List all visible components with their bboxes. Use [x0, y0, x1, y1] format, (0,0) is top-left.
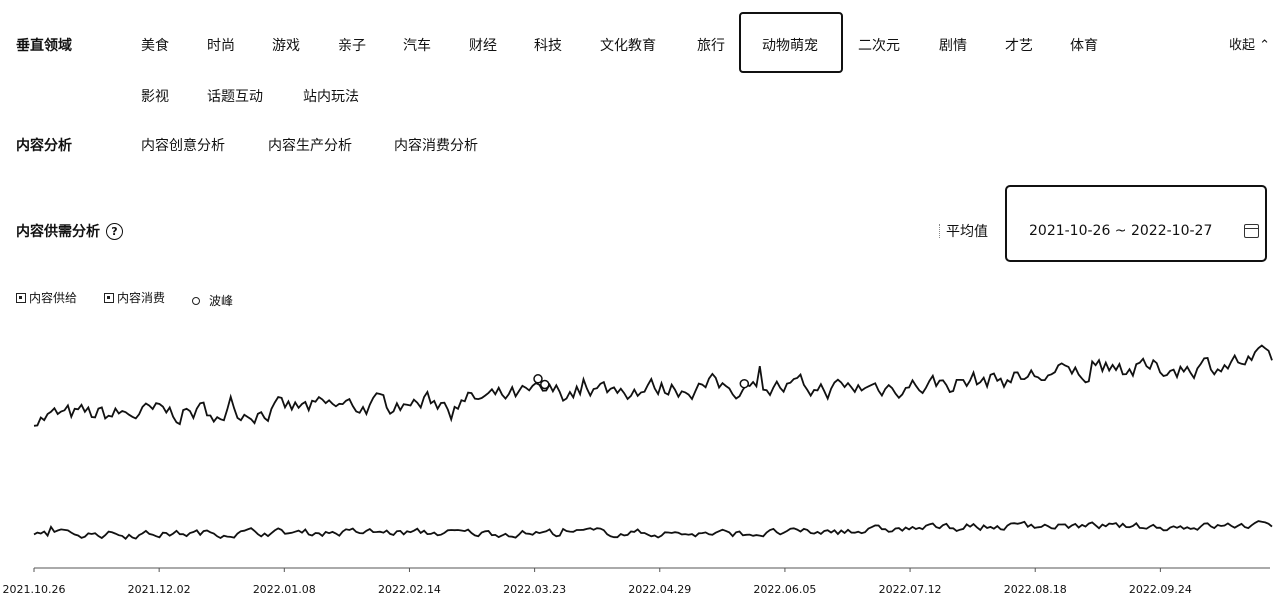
consumption-series-line: [33, 520, 1273, 540]
category-item[interactable]: 剧情: [939, 38, 967, 54]
supply-demand-chart: 2021.10.26 2021.12.02 2022.01.08 2022.02.14…: [3, 344, 1273, 596]
category-item[interactable]: 站内玩法: [303, 89, 359, 105]
average-toggle[interactable]: 平均值: [930, 221, 988, 241]
category-item[interactable]: 时尚: [207, 38, 235, 54]
section-title-text: 内容供需分析: [16, 224, 100, 240]
legend-supply[interactable]: 内容供给: [16, 289, 77, 306]
x-tick-label: 2022.03.23: [503, 583, 566, 596]
category-item[interactable]: 游戏: [272, 38, 300, 54]
category-item[interactable]: 动物萌宠: [762, 38, 818, 54]
category-item[interactable]: 财经: [469, 38, 497, 54]
legend-consumption-label: 内容消费: [117, 291, 166, 305]
x-tick-label: 2022.02.14: [378, 583, 441, 596]
date-range-picker[interactable]: 2021-10-26 ~ 2022-10-27: [1005, 185, 1267, 262]
tab-content-creative-analysis[interactable]: 内容创意分析: [141, 138, 225, 154]
peak-marker[interactable]: [533, 374, 543, 384]
category-item[interactable]: 二次元: [858, 38, 900, 54]
x-tick-label: 2022.04.29: [628, 583, 691, 596]
x-tick-label: 2022.07.12: [879, 583, 942, 596]
section-title: 内容供需分析 ?: [16, 221, 123, 241]
question-circle-icon[interactable]: ?: [106, 222, 123, 240]
legend-consumption-icon: [104, 292, 114, 303]
legend-peak[interactable]: 波峰: [192, 292, 233, 309]
category-item[interactable]: 科技: [534, 38, 562, 54]
category-item[interactable]: 影视: [141, 89, 169, 105]
x-tick-label: 2022.08.18: [1004, 583, 1067, 596]
selected-category-highlight: [739, 12, 843, 73]
category-item[interactable]: 文化教育: [600, 38, 656, 54]
tab-content-production-analysis[interactable]: 内容生产分析: [268, 138, 352, 154]
category-item[interactable]: 体育: [1070, 38, 1098, 54]
tab-content-consumption-analysis[interactable]: 内容消费分析: [394, 138, 478, 154]
calendar-icon[interactable]: [1244, 224, 1259, 238]
vertical-domain-label: 垂直领域: [16, 38, 72, 54]
x-tick-label: 2022.06.05: [753, 583, 816, 596]
peak-marker[interactable]: [540, 379, 550, 390]
legend-peak-label: 波峰: [209, 294, 234, 308]
peak-marker[interactable]: [739, 378, 750, 389]
legend-supply-icon: [16, 292, 26, 303]
legend-peak-icon: [192, 296, 200, 305]
x-tick-label: 2021.10.26: [3, 583, 66, 596]
legend-supply-label: 内容供给: [29, 291, 78, 305]
date-range-text: 2021-10-26 ~ 2022-10-27: [1029, 223, 1213, 239]
average-label: 平均值: [946, 224, 988, 240]
legend-consumption[interactable]: 内容消费: [104, 289, 165, 306]
x-tick-label: 2022.01.08: [253, 583, 316, 596]
category-item[interactable]: 美食: [141, 38, 169, 54]
category-item[interactable]: 才艺: [1005, 38, 1033, 54]
collapse-label: 收起: [1228, 38, 1255, 53]
average-checkbox[interactable]: [930, 224, 940, 238]
category-item[interactable]: 汽车: [403, 38, 431, 54]
content-analysis-label: 内容分析: [16, 138, 72, 154]
x-tick-label: 2021.12.02: [128, 583, 191, 596]
chevron-up-icon: ⌃: [1259, 38, 1270, 53]
category-item[interactable]: 亲子: [338, 38, 366, 54]
collapse-button[interactable]: 收起 ⌃: [1229, 34, 1270, 53]
category-item[interactable]: 话题互动: [207, 89, 263, 105]
category-item[interactable]: 旅行: [697, 38, 725, 54]
supply-series-line: [33, 344, 1273, 427]
x-tick-label: 2022.09.24: [1129, 583, 1192, 596]
